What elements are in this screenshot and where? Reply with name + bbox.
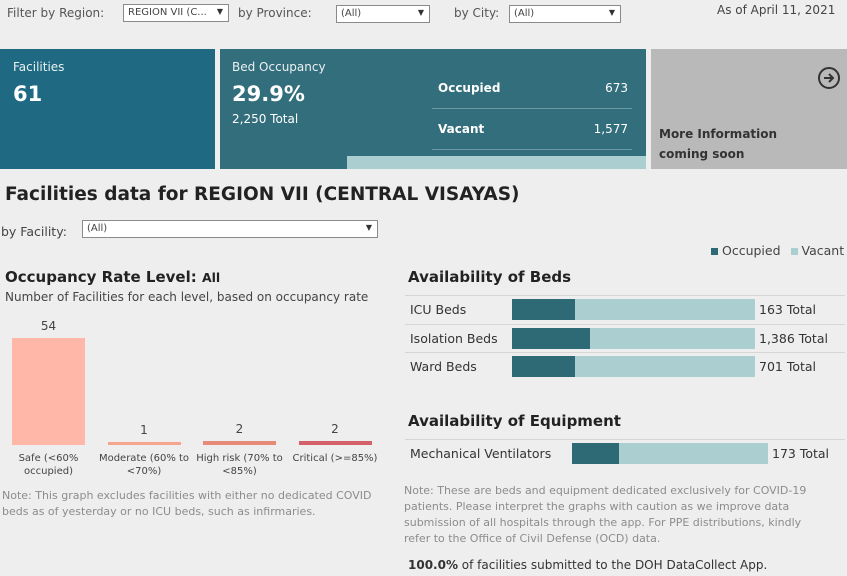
more-info-line2: coming soon <box>659 147 745 161</box>
data-note-line: Note: These are beds and equipment dedic… <box>404 484 807 497</box>
occupancy-category-label: High risk (70% to <85%) <box>196 453 283 477</box>
occupancy-rate-title-text: Occupancy Rate Level: <box>5 268 197 286</box>
occupied-value: 673 <box>605 81 628 95</box>
region-dropdown-value: REGION VII (C... <box>128 7 207 18</box>
availability-bar-occupied <box>512 356 576 377</box>
facilities-label: Facilities <box>13 60 65 74</box>
bed-occupancy-value: 29.9% <box>232 82 305 106</box>
availability-bar[interactable] <box>572 443 768 464</box>
availability-row-total: 173 Total <box>772 446 830 461</box>
province-dropdown-value: (All) <box>341 8 362 19</box>
availability-row-name: Mechanical Ventilators <box>410 446 552 461</box>
occupancy-progress-track <box>220 156 646 169</box>
occupied-row: Occupied 673 <box>432 68 632 109</box>
equipment-title: Availability of Equipment <box>408 412 621 430</box>
occupancy-category-label: Moderate (60% to <70%) <box>98 453 190 477</box>
chevron-down-icon: ▼ <box>608 8 615 17</box>
legend-occupied-swatch <box>711 248 718 255</box>
legend: Occupied Vacant <box>711 243 844 258</box>
occupancy-rate-title: Occupancy Rate Level: All <box>5 268 220 286</box>
availability-row: Isolation Beds 1,386 Total <box>405 323 845 352</box>
region-dropdown[interactable]: REGION VII (C... ▼ <box>123 4 229 22</box>
occupancy-rate-subtitle: Number of Facilities for each level, bas… <box>5 290 369 304</box>
data-note: Note: These are beds and equipment dedic… <box>404 483 844 547</box>
availability-row-name: Isolation Beds <box>410 330 498 346</box>
submission-status: 100.0% of facilities submitted to the DO… <box>408 558 767 572</box>
occupancy-rate-chart: 54 Safe (<60% occupied) 1 Moderate (60% to … <box>0 310 390 490</box>
province-filter-label: by Province: <box>238 6 312 20</box>
legend-vacant-swatch <box>790 248 798 255</box>
city-dropdown[interactable]: (All) ▼ <box>509 5 621 23</box>
legend-vacant-label: Vacant <box>801 243 845 258</box>
availability-row-total: 701 Total <box>759 359 817 374</box>
facility-filter-label: by Facility: <box>1 224 67 239</box>
availability-bar-occupied <box>572 443 620 464</box>
occupancy-bar-value: 54 <box>40 319 57 333</box>
occupancy-bar[interactable] <box>298 441 372 445</box>
availability-bar[interactable] <box>512 356 755 377</box>
facility-dropdown[interactable]: (All) ▼ <box>82 220 378 238</box>
facilities-card: Facilities 61 <box>0 49 215 169</box>
availability-row: ICU Beds 163 Total <box>405 295 845 323</box>
occupancy-progress-vacant <box>347 156 646 169</box>
occupancy-bar-value: 2 <box>331 422 339 437</box>
as-of-date: As of April 11, 2021 <box>717 3 836 17</box>
bed-occupancy-label: Bed Occupancy <box>232 60 326 74</box>
data-note-line: patients. Please interpret the graphs wi… <box>404 500 790 513</box>
province-dropdown[interactable]: (All) ▼ <box>336 5 430 23</box>
section-title: Facilities data for REGION VII (CENTRAL … <box>5 184 520 205</box>
more-info-line1: More Information <box>659 127 778 141</box>
availability-row: Ward Beds 701 Total <box>405 352 845 380</box>
occupancy-bar[interactable] <box>12 338 85 445</box>
data-note-line: submission of all hospitals through the … <box>404 516 802 529</box>
submission-text: of facilities submitted to the DOH DataC… <box>457 558 768 572</box>
more-info-card[interactable]: More Information coming soon <box>651 49 847 169</box>
chevron-down-icon: ▼ <box>417 8 424 17</box>
occupancy-category-label: Safe (<60% occupied) <box>18 453 79 477</box>
data-note-line: refer to the Office of Civil Defense (OC… <box>404 532 661 545</box>
occupancy-bar[interactable] <box>107 442 181 445</box>
availability-row: Mechanical Ventilators 173 Total <box>405 439 845 467</box>
occupancy-bar-value: 2 <box>235 422 244 437</box>
occupancy-bar[interactable] <box>203 441 276 445</box>
facility-dropdown-value: (All) <box>87 223 108 234</box>
arrow-right-circle-icon[interactable] <box>817 66 840 89</box>
availability-bar[interactable] <box>512 299 755 320</box>
vacant-value: 1,577 <box>593 122 628 136</box>
vacant-row: Vacant 1,577 <box>432 109 632 150</box>
availability-bar-occupied <box>512 327 590 349</box>
bed-occupancy-total: 2,250 Total <box>232 112 299 126</box>
vacant-label: Vacant <box>438 122 485 136</box>
city-dropdown-value: (All) <box>514 8 535 19</box>
occupied-label: Occupied <box>438 81 501 95</box>
availability-row-name: ICU Beds <box>410 302 467 317</box>
submission-percent: 100.0% <box>408 558 458 572</box>
occupancy-category-label: Critical (>=85%) <box>292 453 378 464</box>
occupancy-bar-value: 1 <box>140 423 148 437</box>
availability-row-total: 1,386 Total <box>759 330 828 346</box>
occupancy-rate-note: Note: This graph excludes facilities wit… <box>2 489 372 518</box>
city-filter-label: by City: <box>454 6 500 20</box>
chevron-down-icon: ▼ <box>365 223 372 232</box>
legend-occupied-label: Occupied <box>721 243 781 258</box>
availability-row-total: 163 Total <box>759 302 817 317</box>
facilities-value: 61 <box>13 82 43 106</box>
availability-bar-occupied <box>512 299 576 320</box>
availability-bar[interactable] <box>512 327 755 349</box>
availability-row-name: Ward Beds <box>410 359 477 374</box>
bed-occupancy-card: Bed Occupancy 29.9% 2,250 Total Occupied… <box>220 49 646 169</box>
region-filter-label: Filter by Region: <box>7 6 105 20</box>
beds-title: Availability of Beds <box>408 268 572 286</box>
occupancy-rate-title-value: All <box>201 270 221 285</box>
chevron-down-icon: ▼ <box>216 7 223 16</box>
